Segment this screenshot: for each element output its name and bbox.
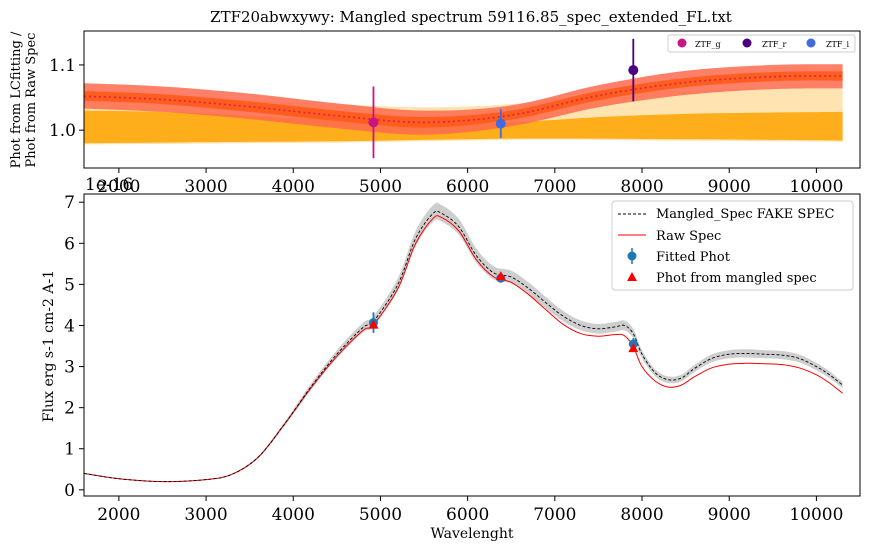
spectrum-xtick-label: 5000	[359, 505, 402, 525]
spectrum-ytick-label: 1	[64, 440, 75, 460]
ratio-ylabel-line2: Phot from Raw Spec	[24, 33, 39, 168]
ratio-xtick-label: 4000	[272, 177, 315, 197]
legend-marker-fitted-phot	[627, 251, 637, 261]
spectrum-ytick-label: 0	[64, 481, 75, 501]
mangled-spec-line	[84, 210, 843, 483]
legend-marker-mangled-phot	[627, 272, 637, 281]
spectrum-offset-label: 1e-16	[85, 175, 133, 195]
spectrum-xlabel: Wavelenght	[430, 526, 513, 542]
ratio-point-ztf_i	[628, 65, 639, 76]
spectrum-xtick-label: 3000	[184, 505, 227, 525]
ratio-plot-frame	[83, 30, 861, 169]
spectrum-xtick-label: 9000	[708, 505, 751, 525]
top-title: ZTF20abwxywy: Mangled spectrum 59116.85_…	[210, 8, 732, 26]
legend-label-ztf-g: ZTF_g	[695, 40, 721, 49]
mangled-phot-point	[628, 343, 639, 353]
spectrum-legend: Mangled_Spec FAKE SPEC Raw Spec Fitted P…	[611, 200, 854, 291]
legend-marker-ztf-r	[806, 38, 816, 48]
spectrum-xtick-label: 10000	[789, 505, 843, 525]
ratio-plot: 1.0 1.1 2000 3000 4000 5000 6000 7000 8000 9000 1…	[9, 30, 861, 197]
legend-label-ztf-r: ZTF_i	[826, 40, 849, 49]
ratio-xtick-label: 9000	[708, 177, 751, 197]
ratio-ytick-label: 1.0	[49, 121, 76, 141]
ratio-curve	[84, 75, 843, 124]
ratio-xtick-label: 10000	[789, 177, 843, 197]
spectrum-xtick-label: 6000	[446, 505, 489, 525]
spectrum-ytick-label: 6	[64, 234, 75, 254]
spectrum-xtick-label: 8000	[620, 505, 663, 525]
ratio-band-dark	[84, 71, 843, 128]
spectrum-ylabel: Flux erg s-1 cm-2 A-1	[41, 270, 57, 422]
spectrum-ytick-label: 7	[64, 193, 75, 213]
ratio-ytick-label: 1.1	[49, 56, 76, 76]
ratio-xtick-label: 5000	[359, 177, 402, 197]
spectrum-xtick-label: 2000	[97, 505, 140, 525]
spectrum-plot-frame	[83, 193, 861, 497]
ratio-legend: ZTF_g ZTF_r ZTF_i	[667, 34, 856, 53]
ratio-point-ztf_g	[368, 117, 379, 128]
spectrum-xtick-label: 7000	[533, 505, 576, 525]
ratio-band-red	[84, 64, 843, 135]
raw-spec-line	[84, 215, 843, 483]
ratio-point-ztf_r	[495, 118, 506, 129]
ratio-xtick-label: 8000	[620, 177, 663, 197]
legend-label-mangled-spec: Mangled_Spec FAKE SPEC	[656, 207, 835, 222]
mangled-phot-point	[495, 271, 506, 281]
legend-label-ztf-i: ZTF_r	[762, 40, 786, 49]
legend-label-fitted-phot: Fitted Phot	[656, 250, 731, 265]
legend-label-mangled-phot: Phot from mangled spec	[656, 271, 817, 286]
ratio-xtick-label: 2000	[97, 177, 140, 197]
spectrum-ytick-label: 4	[64, 316, 75, 336]
spectrum-xtick-label: 4000	[272, 505, 315, 525]
spectrum-ytick-label: 5	[64, 275, 75, 295]
ratio-xtick-label: 6000	[446, 177, 489, 197]
spectrum-ytick-label: 2	[64, 399, 75, 419]
mangled-phot-point	[368, 319, 379, 329]
spectrum-legend-box	[611, 200, 854, 291]
legend-marker-ztf-g	[677, 38, 687, 48]
ratio-xtick-label: 3000	[184, 177, 227, 197]
ratio-xtick-label: 7000	[533, 177, 576, 197]
legend-marker-ztf-i	[742, 38, 752, 48]
ratio-ylabel-line1: Phot from LCfitting /	[9, 31, 24, 168]
spectrum-plot: 0 1 2 3 4 5 6 7 2000 3000 4000 5000 6000 7000 8000 900…	[41, 175, 861, 542]
legend-label-raw-spec: Raw Spec	[656, 229, 721, 244]
spectrum-ytick-label: 3	[64, 358, 75, 378]
ratio-legend-box	[667, 34, 856, 53]
